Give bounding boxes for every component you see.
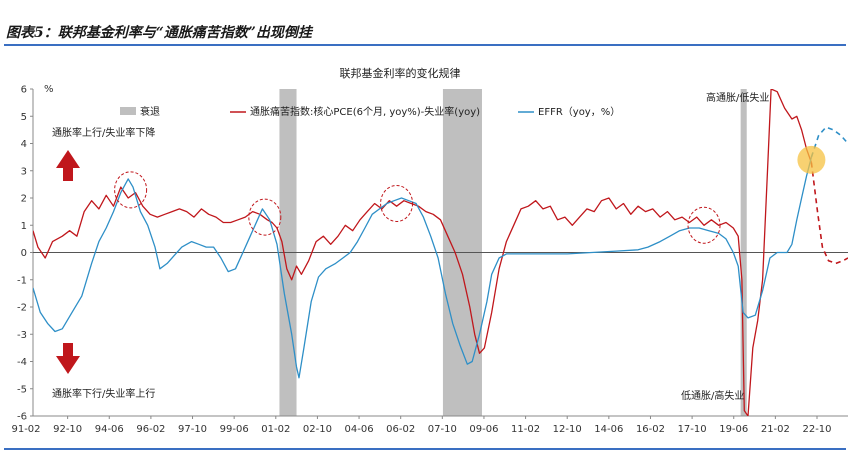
y-tick-label: 6 (21, 85, 27, 96)
y-tick-label: -6 (17, 412, 27, 423)
top-rule (4, 44, 846, 46)
x-tick-label: 01-02 (261, 424, 290, 435)
y-tick-label: -1 (17, 275, 27, 286)
highlight-circle-1 (248, 198, 282, 236)
annotation-text: 通胀率下行/失业率上行 (52, 387, 155, 400)
x-tick-label: 91-02 (11, 424, 40, 435)
annotation-text: 低通胀/高失业 (681, 389, 744, 402)
annotation-text: 高通胀/低失业 (706, 91, 769, 104)
y-axis-unit: % (44, 84, 54, 95)
highlight-circle-3 (687, 206, 721, 244)
y-tick-label: -5 (17, 384, 27, 395)
highlight-dot (797, 145, 826, 174)
y-tick-label: 3 (21, 166, 27, 177)
figure-title: 图表5：联邦基金利率与“通胀痛苦指数”出现倒挂 (6, 25, 312, 41)
x-tick-label: 19-06 (719, 424, 748, 435)
y-tick-label: -2 (17, 303, 27, 314)
y-tick-label: -3 (17, 330, 27, 341)
x-tick-label: 97-10 (178, 424, 207, 435)
y-tick-label: 1 (21, 221, 27, 232)
x-tick-label: 92-10 (53, 424, 82, 435)
x-tick-label: 09-06 (469, 424, 498, 435)
series-line-2 (810, 126, 848, 158)
y-tick-label: 4 (21, 139, 27, 150)
x-tick-label: 11-02 (511, 424, 540, 435)
x-tick-label: 96-02 (136, 424, 165, 435)
annotation-text: 通胀率上行/失业率下降 (52, 126, 155, 139)
legend-label: 衰退 (140, 105, 160, 118)
series-line-3 (810, 162, 848, 265)
x-tick-label: 12-10 (553, 424, 582, 435)
legend-label: 通胀痛苦指数:核心PCE(6个月, yoy%)-失业率(yoy) (250, 105, 480, 118)
x-tick-label: 22-10 (802, 424, 831, 435)
legend-label: EFFR（yoy，%） (538, 106, 620, 118)
series-layer (33, 89, 848, 416)
x-tick-label: 14-06 (594, 424, 623, 435)
x-tick-label: 02-10 (303, 424, 332, 435)
series-line-1 (33, 156, 813, 379)
legend: 衰退 通胀痛苦指数:核心PCE(6个月, yoy%)-失业率(yoy) EFFR（y… (120, 105, 620, 118)
x-tick-label: 04-06 (345, 424, 374, 435)
x-tick-label: 17-10 (678, 424, 707, 435)
x-tick-label: 21-02 (761, 424, 790, 435)
highlight-circle-0 (114, 171, 148, 209)
x-tick-label: 16-02 (636, 424, 665, 435)
x-tick-label: 06-02 (386, 424, 415, 435)
x-tick-label: 07-10 (428, 424, 457, 435)
y-tick-label: 5 (21, 112, 27, 123)
y-tick-label: 2 (21, 194, 27, 205)
bottom-rule (4, 448, 846, 450)
x-tick-label: 94-06 (95, 424, 124, 435)
x-tick-label: 99-06 (220, 424, 249, 435)
up-arrow-icon (56, 150, 80, 181)
legend-swatch-0 (120, 107, 136, 115)
chart-title: 联邦基金利率的变化规律 (340, 66, 461, 80)
highlight-circle-2 (380, 184, 414, 222)
y-tick-label: -4 (17, 357, 27, 368)
axis-layer: -6 -5 -4 -3 -2 -1 0 1 2 3 4 5 6 91-02 92-10 94-06 96-02 9… (11, 85, 848, 435)
series-line-0 (33, 89, 813, 416)
down-arrow-icon (56, 343, 80, 374)
y-tick-label: 0 (21, 248, 27, 259)
